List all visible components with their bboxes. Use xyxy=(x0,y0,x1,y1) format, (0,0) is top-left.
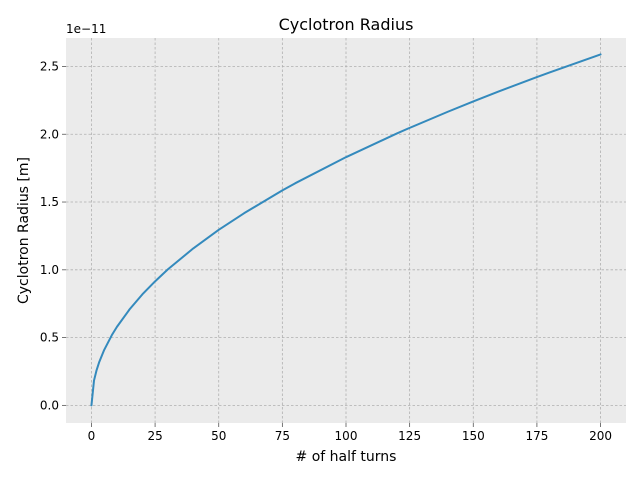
y-axis-ticks: 0.0 0.5 1.0 1.5 2.0 2.5 xyxy=(40,59,66,412)
y-tick-label: 2.5 xyxy=(40,59,59,73)
x-tick-label: 125 xyxy=(398,429,421,443)
grid xyxy=(66,38,626,423)
x-tick-label: 50 xyxy=(211,429,226,443)
y-tick-label: 0.0 xyxy=(40,398,59,412)
plot-area xyxy=(90,53,602,407)
y-tick-label: 1.0 xyxy=(40,263,59,277)
x-tick-label: 0 xyxy=(88,429,96,443)
y-axis-offset-text: 1e−11 xyxy=(66,22,106,36)
x-axis-ticks: 0 25 50 75 100 125 150 175 200 xyxy=(88,423,612,443)
y-tick-label: 1.5 xyxy=(40,195,59,209)
y-tick-label: 2.0 xyxy=(40,127,59,141)
series-line xyxy=(90,53,602,407)
x-tick-label: 200 xyxy=(589,429,612,443)
x-tick-label: 100 xyxy=(335,429,358,443)
x-axis-label: # of half turns xyxy=(296,449,397,465)
y-tick-label: 0.5 xyxy=(40,331,59,345)
plot-background xyxy=(66,38,626,423)
x-tick-label: 25 xyxy=(147,429,162,443)
y-axis-label: Cyclotron Radius [m] xyxy=(16,157,32,304)
x-tick-label: 175 xyxy=(525,429,548,443)
x-tick-label: 75 xyxy=(275,429,290,443)
x-tick-label: 150 xyxy=(462,429,485,443)
chart-title: Cyclotron Radius xyxy=(279,15,414,34)
